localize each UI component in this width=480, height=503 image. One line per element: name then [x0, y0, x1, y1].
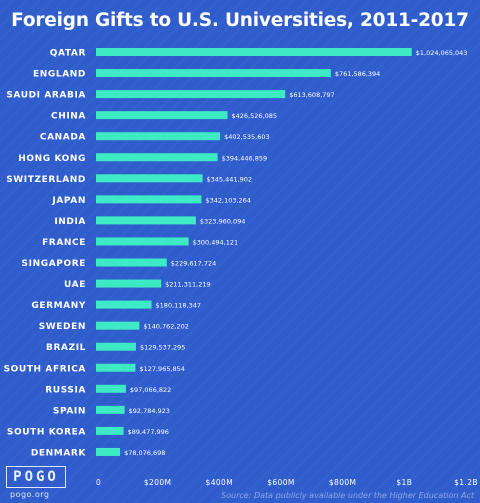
bar	[96, 363, 136, 372]
bar	[96, 342, 136, 351]
x-tick-label: $800M	[329, 478, 357, 487]
category-label: GERMANY	[31, 301, 86, 311]
x-tick-label: $200M	[144, 478, 172, 487]
value-label: $97,066,822	[130, 386, 171, 394]
bar	[96, 90, 286, 99]
value-label: $78,076,698	[124, 449, 165, 457]
category-label: CHINA	[51, 112, 86, 122]
category-label: BRAZIL	[46, 343, 86, 353]
logo-site: pogo.org	[10, 490, 50, 499]
bar	[96, 426, 124, 435]
bar	[96, 153, 218, 162]
bar	[96, 300, 152, 309]
value-label: $613,608,797	[289, 91, 335, 99]
category-label: SPAIN	[53, 406, 86, 416]
bar	[96, 69, 331, 78]
value-label: $127,965,854	[139, 365, 185, 373]
x-tick-label: $1B	[396, 478, 412, 487]
value-label: $140,762,202	[143, 323, 189, 331]
category-label: HONG KONG	[18, 154, 86, 164]
logo-word: POGO	[6, 466, 66, 488]
bar	[96, 216, 196, 225]
value-label: $211,311,219	[165, 281, 211, 289]
category-label: INDIA	[54, 217, 86, 227]
category-label: DENMARK	[31, 448, 87, 458]
bar	[96, 237, 189, 246]
pogo-logo: POGO pogo.org	[6, 466, 68, 500]
value-label: $129,537,295	[140, 344, 186, 352]
value-label: $394,446,859	[222, 154, 267, 162]
category-label: JAPAN	[51, 196, 86, 206]
bar	[96, 447, 121, 456]
value-label: $345,441,902	[207, 175, 253, 183]
category-label: ENGLAND	[33, 70, 86, 80]
bar	[96, 111, 228, 120]
value-label: $323,960,094	[200, 217, 246, 225]
value-label: $92,784,923	[129, 407, 170, 415]
value-label: $761,586,394	[335, 70, 381, 78]
value-label: $426,526,085	[232, 112, 278, 120]
bar	[96, 384, 126, 393]
category-label: SWEDEN	[39, 322, 86, 332]
category-label: SAUDI ARABIA	[6, 91, 86, 101]
category-label: SINGAPORE	[22, 259, 86, 269]
bar	[96, 174, 203, 183]
value-label: $1,024,065,043	[416, 49, 468, 57]
bar	[96, 48, 412, 56]
x-tick-label: $600M	[267, 478, 295, 487]
source-note: Source: Data publicly available under th…	[221, 491, 474, 500]
category-label: UAE	[64, 280, 86, 290]
value-label: $89,477,996	[128, 428, 169, 436]
bar	[96, 279, 162, 288]
category-label: RUSSIA	[45, 385, 86, 395]
category-label: SOUTH AFRICA	[4, 364, 86, 374]
x-tick-label: $1.2B	[454, 478, 478, 487]
category-label: QATAR	[50, 49, 86, 59]
chart-title: Foreign Gifts to U.S. Universities, 2011…	[11, 10, 469, 31]
value-label: $402,535,603	[224, 133, 270, 141]
value-label: $229,617,724	[171, 260, 217, 268]
bar	[96, 132, 221, 141]
value-label: $342,103,264	[205, 196, 251, 204]
category-label: SOUTH KOREA	[7, 427, 86, 437]
bar	[96, 258, 167, 267]
category-label: FRANCE	[42, 238, 86, 248]
bar	[96, 321, 140, 330]
x-tick-label: 0	[96, 478, 101, 487]
bar	[96, 405, 125, 414]
bar	[96, 195, 202, 204]
x-tick-label: $400M	[206, 478, 234, 487]
category-label: CANADA	[40, 133, 86, 143]
category-label: SWITZERLAND	[6, 175, 86, 185]
value-label: $180,118,347	[156, 302, 202, 310]
value-label: $300,494,121	[193, 238, 239, 246]
